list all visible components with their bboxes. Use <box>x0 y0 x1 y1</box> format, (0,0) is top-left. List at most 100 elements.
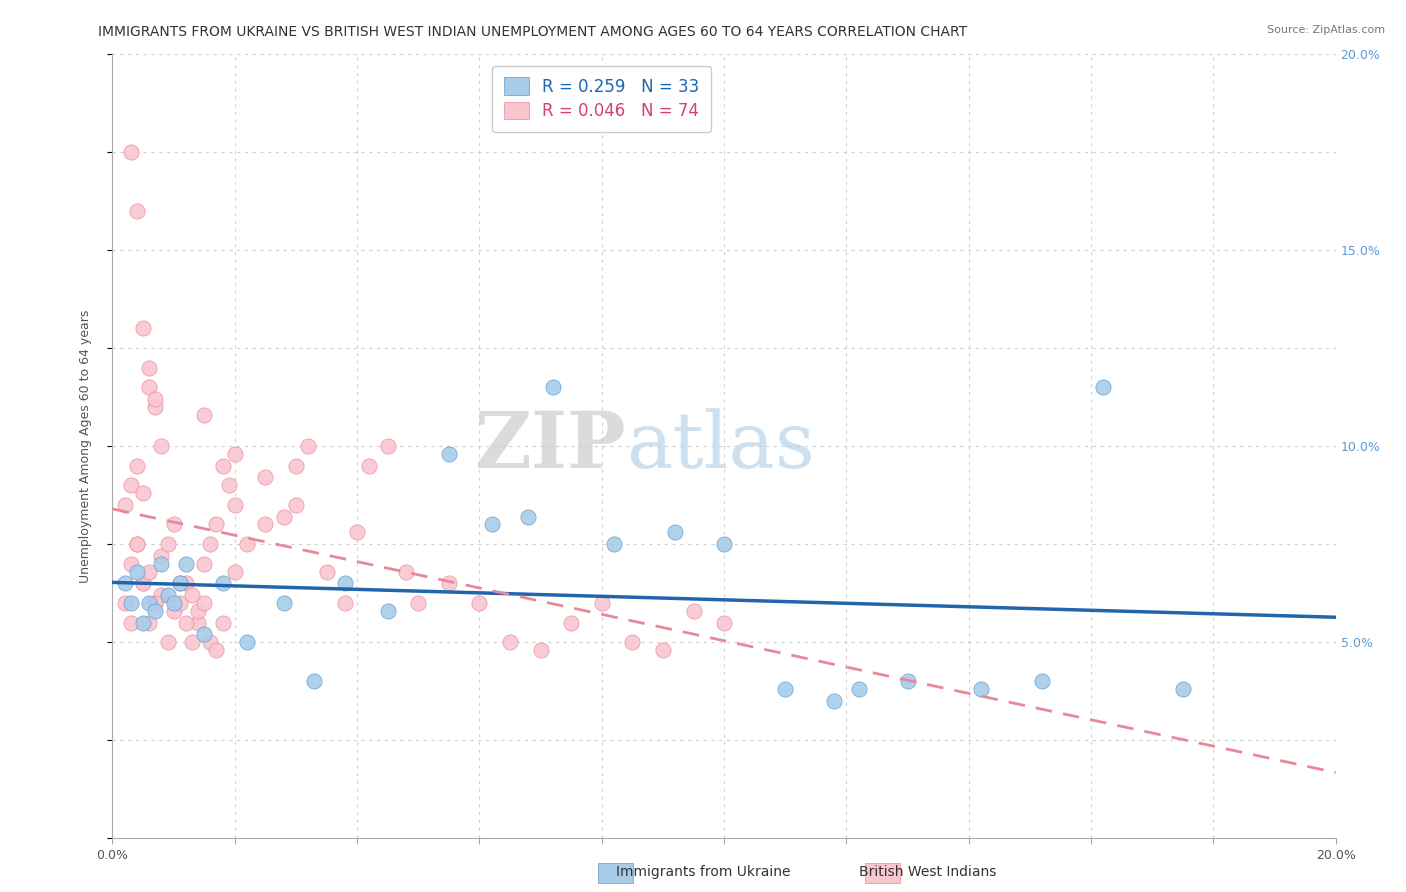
Point <box>823 694 845 708</box>
Point <box>174 557 197 571</box>
Point <box>297 439 319 453</box>
Point <box>273 509 295 524</box>
Point <box>132 486 155 500</box>
Text: ZIP: ZIP <box>475 408 626 484</box>
Point <box>530 643 553 657</box>
Point <box>1031 674 1053 689</box>
Point <box>187 615 209 630</box>
Point <box>143 596 166 610</box>
Point <box>236 635 259 649</box>
Point <box>211 615 233 630</box>
Point <box>284 458 308 473</box>
Point <box>114 498 136 512</box>
Point <box>143 400 166 414</box>
Point <box>224 447 246 461</box>
Text: British West Indians: British West Indians <box>859 865 997 880</box>
Point <box>138 565 160 579</box>
Point <box>138 380 160 394</box>
Point <box>125 565 148 579</box>
Point <box>775 682 797 697</box>
Point <box>120 478 142 492</box>
Point <box>377 604 399 618</box>
Point <box>150 549 173 563</box>
Point <box>682 604 704 618</box>
Point <box>591 596 613 610</box>
Point <box>138 360 160 375</box>
Point <box>120 557 142 571</box>
Point <box>499 635 522 649</box>
Text: atlas: atlas <box>626 409 815 483</box>
Point <box>169 596 191 610</box>
Point <box>163 517 186 532</box>
Point <box>138 596 160 610</box>
Point <box>395 565 418 579</box>
Point <box>224 498 246 512</box>
Point <box>254 470 277 484</box>
Point <box>359 458 381 473</box>
Text: Immigrants from Ukraine: Immigrants from Ukraine <box>616 865 790 880</box>
Point <box>468 596 491 610</box>
Point <box>1171 682 1194 697</box>
Point <box>120 145 142 159</box>
Point <box>114 576 136 591</box>
Point <box>200 537 222 551</box>
Point <box>120 615 142 630</box>
Point <box>897 674 920 689</box>
Point <box>132 321 155 335</box>
Point <box>205 643 228 657</box>
Point <box>132 615 155 630</box>
Point <box>236 537 259 551</box>
Point <box>713 615 735 630</box>
Point <box>603 537 626 551</box>
Point <box>125 537 148 551</box>
Point <box>181 588 204 602</box>
Point <box>205 517 228 532</box>
Point <box>125 203 148 218</box>
Point <box>517 509 540 524</box>
Point <box>664 525 686 540</box>
Point <box>125 537 148 551</box>
Point <box>481 517 503 532</box>
Point <box>304 674 326 689</box>
Point <box>848 682 870 697</box>
Point <box>132 576 155 591</box>
Point <box>218 478 240 492</box>
Point <box>120 596 142 610</box>
Point <box>437 576 460 591</box>
Point <box>125 458 148 473</box>
Text: IMMIGRANTS FROM UKRAINE VS BRITISH WEST INDIAN UNEMPLOYMENT AMONG AGES 60 TO 64 : IMMIGRANTS FROM UKRAINE VS BRITISH WEST … <box>98 25 967 39</box>
Legend: R = 0.259   N = 33, R = 0.046   N = 74: R = 0.259 N = 33, R = 0.046 N = 74 <box>492 66 711 132</box>
Point <box>193 627 215 641</box>
Y-axis label: Unemployment Among Ages 60 to 64 years: Unemployment Among Ages 60 to 64 years <box>79 310 91 582</box>
Point <box>273 596 295 610</box>
Point <box>541 380 564 394</box>
Point <box>211 576 233 591</box>
Point <box>224 565 246 579</box>
Point <box>408 596 430 610</box>
Point <box>143 596 166 610</box>
Point <box>713 537 735 551</box>
Point <box>163 596 186 610</box>
Point <box>377 439 399 453</box>
Point <box>1092 380 1115 394</box>
Point <box>174 615 197 630</box>
Point <box>150 588 173 602</box>
Point <box>211 458 233 473</box>
Point <box>284 498 308 512</box>
Point <box>437 447 460 461</box>
Point <box>174 576 197 591</box>
Point <box>156 635 179 649</box>
Point <box>254 517 277 532</box>
Point <box>181 635 204 649</box>
Point <box>346 525 368 540</box>
Point <box>315 565 337 579</box>
Point <box>138 615 160 630</box>
Point <box>621 635 644 649</box>
Point <box>193 596 215 610</box>
Point <box>187 604 209 618</box>
Point <box>169 576 191 591</box>
Point <box>333 596 356 610</box>
Point <box>652 643 675 657</box>
Text: Source: ZipAtlas.com: Source: ZipAtlas.com <box>1267 25 1385 35</box>
Point <box>150 557 173 571</box>
